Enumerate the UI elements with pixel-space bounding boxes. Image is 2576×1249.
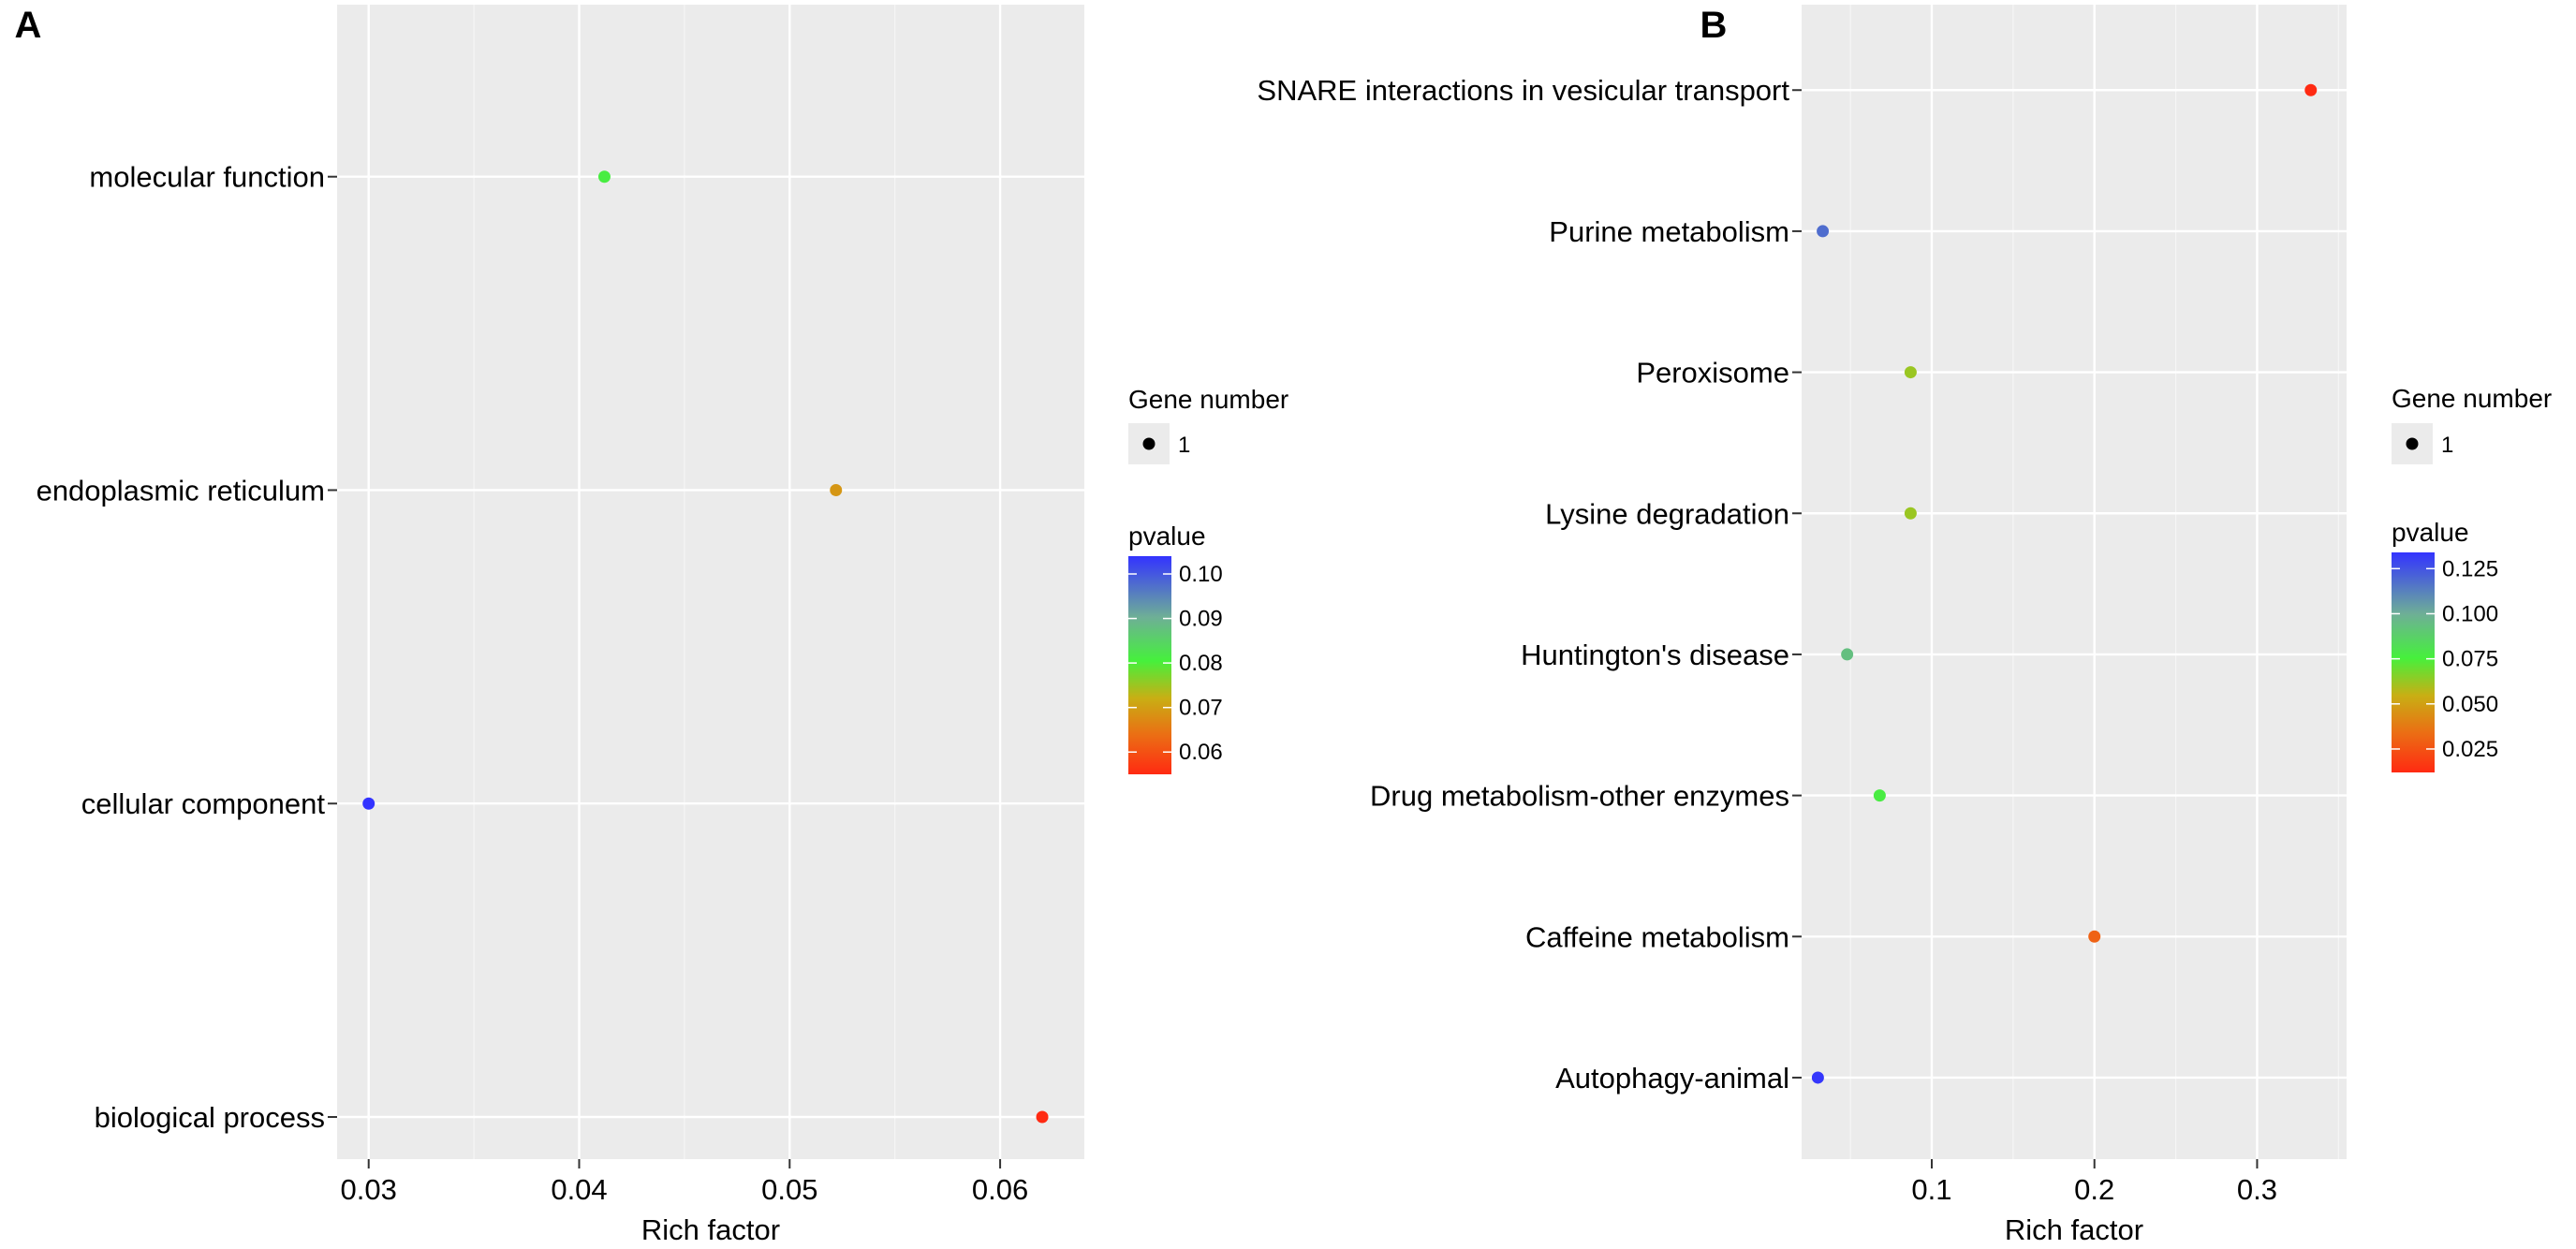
color-legend-tick-label: 0.050	[2442, 692, 2498, 717]
color-legend-tick-label: 0.08	[1179, 651, 1223, 676]
color-legend-bar	[2392, 552, 2435, 772]
x-axis-title: Rich factor	[2005, 1213, 2143, 1246]
data-point	[1811, 1071, 1824, 1084]
color-legend-tick-label: 0.06	[1179, 740, 1223, 765]
category-label: Autophagy-animal	[1555, 1062, 1789, 1095]
data-point	[1873, 789, 1886, 802]
size-legend-dot	[1142, 437, 1156, 450]
category-label: Peroxisome	[1636, 357, 1789, 389]
color-legend-tick-label: 0.125	[2442, 556, 2498, 581]
plot-background	[337, 5, 1084, 1159]
x-axis-title: Rich factor	[641, 1213, 780, 1246]
color-legend-tick-label: 0.10	[1179, 562, 1223, 587]
data-point	[362, 797, 375, 810]
category-label: cellular component	[81, 787, 326, 820]
size-legend-value: 1	[2441, 433, 2453, 458]
category-label: Drug metabolism-other enzymes	[1370, 780, 1789, 813]
category-label: Purine metabolism	[1549, 215, 1789, 248]
x-tick-label: 0.3	[2237, 1173, 2277, 1206]
x-tick-label: 0.06	[972, 1173, 1028, 1206]
data-point	[1904, 366, 1917, 379]
category-label: Huntington's disease	[1521, 639, 1789, 671]
color-legend-tick-label: 0.07	[1179, 696, 1223, 721]
plot-background	[1802, 5, 2347, 1159]
category-label: molecular function	[89, 161, 325, 194]
color-legend-tick-label: 0.075	[2442, 647, 2498, 672]
data-point	[1904, 507, 1917, 520]
color-legend-tick-label: 0.100	[2442, 601, 2498, 626]
category-label: SNARE interactions in vesicular transpor…	[1257, 74, 1789, 107]
x-tick-label: 0.03	[341, 1173, 397, 1206]
data-point	[1817, 225, 1830, 238]
size-legend-dot	[2406, 437, 2419, 450]
panel-b: B SNARE interactions in vesicular transpo…	[1257, 5, 2552, 1246]
color-legend-title: pvalue	[2392, 518, 2469, 547]
category-label: Caffeine metabolism	[1525, 920, 1789, 953]
category-label: biological process	[95, 1101, 325, 1134]
data-point	[2088, 930, 2101, 943]
data-point	[2304, 83, 2318, 96]
color-legend-bar	[1128, 556, 1171, 774]
panel-label: B	[1700, 5, 1728, 46]
data-point	[1036, 1110, 1049, 1124]
data-point	[1841, 648, 1854, 661]
category-label: endoplasmic reticulum	[37, 474, 325, 507]
panel-label: A	[15, 5, 42, 46]
x-tick-label: 0.1	[1911, 1173, 1951, 1206]
x-tick-label: 0.2	[2074, 1173, 2114, 1206]
category-label: Lysine degradation	[1545, 497, 1789, 530]
color-legend-title: pvalue	[1128, 522, 1206, 551]
data-point	[830, 483, 843, 496]
x-tick-label: 0.04	[551, 1173, 607, 1206]
size-legend-title: Gene number	[2392, 384, 2552, 413]
data-point	[597, 170, 611, 184]
size-legend-title: Gene number	[1128, 385, 1288, 414]
color-legend-tick-label: 0.09	[1179, 607, 1223, 632]
size-legend-value: 1	[1178, 433, 1190, 458]
x-tick-label: 0.05	[761, 1173, 817, 1206]
color-legend-tick-label: 0.025	[2442, 737, 2498, 762]
